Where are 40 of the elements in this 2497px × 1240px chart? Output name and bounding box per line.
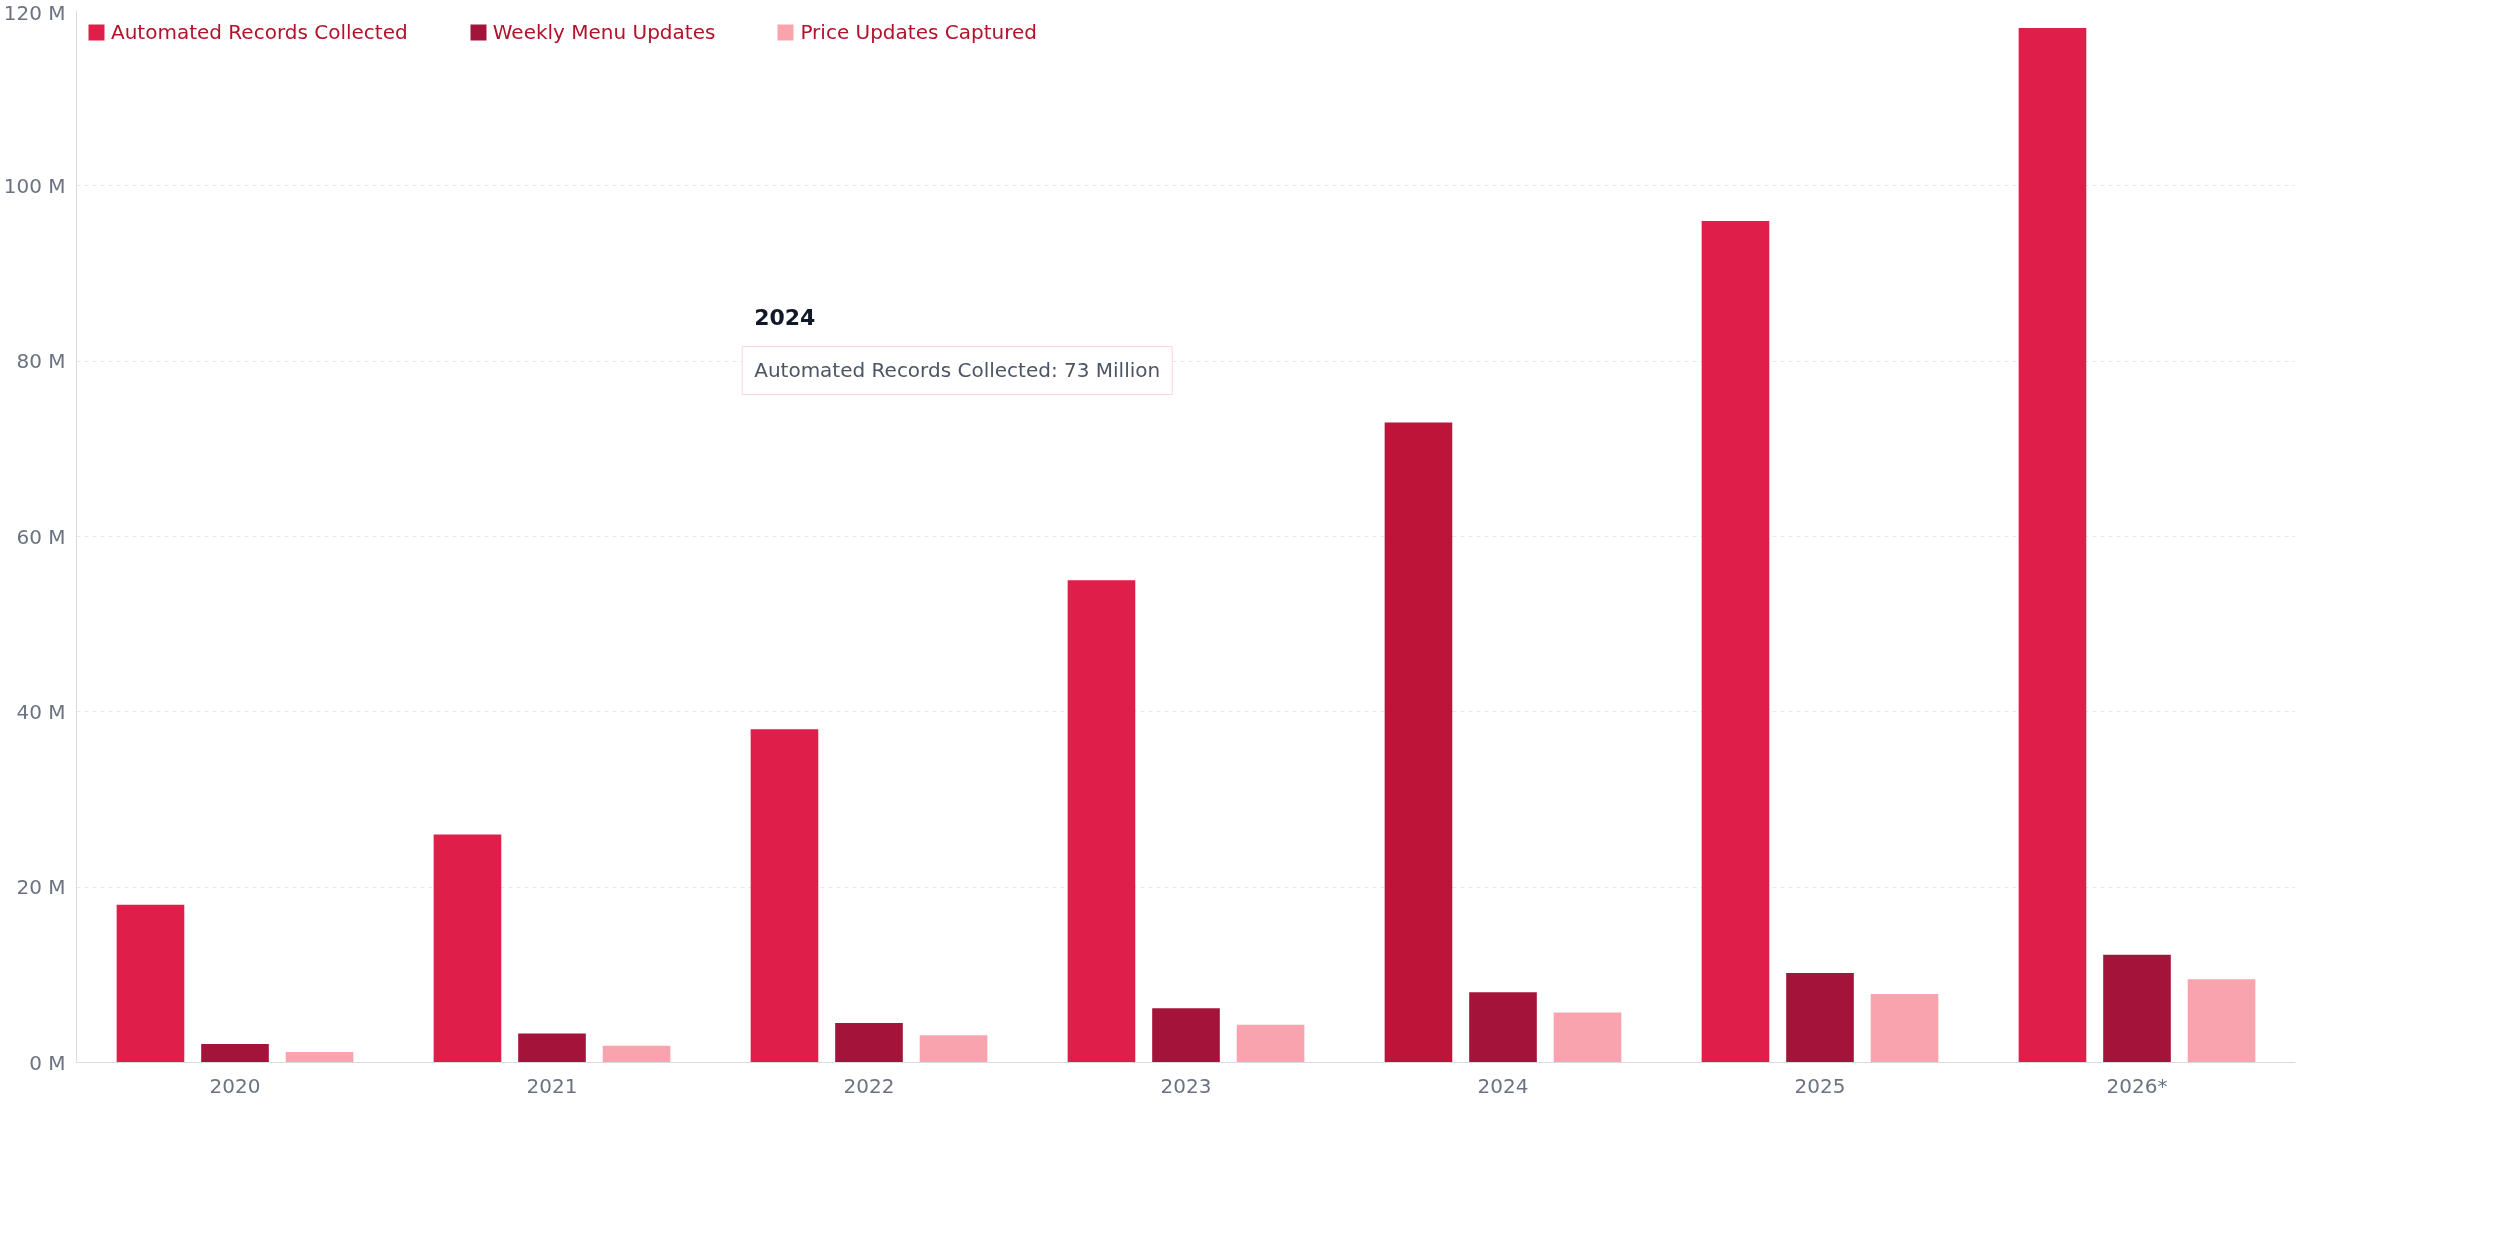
x-tick-label: 2023 xyxy=(1160,1073,1212,1098)
x-tick-label: 2025 xyxy=(1794,1073,1846,1098)
y-tick-label: 0 M xyxy=(29,1050,66,1075)
bar xyxy=(1701,220,1770,1063)
y-tick-label: 100 M xyxy=(3,173,66,198)
bar xyxy=(1786,973,1854,1063)
bar xyxy=(919,1035,988,1063)
bar xyxy=(2187,979,2256,1063)
bar xyxy=(1870,994,1939,1063)
bar xyxy=(518,1033,586,1063)
y-tick-label: 40 M xyxy=(16,699,66,724)
bar xyxy=(1152,1008,1220,1063)
bar xyxy=(433,834,502,1063)
bar xyxy=(1553,1012,1622,1063)
y-tick-label: 20 M xyxy=(16,875,66,900)
bar xyxy=(2018,28,2087,1063)
bar xyxy=(835,1023,903,1063)
legend-label: Price Updates Captured xyxy=(800,20,1037,44)
bar xyxy=(116,904,185,1063)
annotation: Automated Records Collected: 73 Million xyxy=(754,358,1161,383)
bar xyxy=(1384,422,1453,1063)
x-tick-label: 2021 xyxy=(526,1073,578,1098)
bar xyxy=(602,1045,671,1063)
legend-label: Automated Records Collected xyxy=(111,20,408,44)
bar xyxy=(1067,580,1136,1063)
y-tick-label: 60 M xyxy=(16,524,66,549)
bar xyxy=(1469,992,1537,1063)
x-tick-label: 2020 xyxy=(209,1073,261,1098)
x-tick-label: 2024 xyxy=(1477,1073,1529,1098)
bar xyxy=(1236,1024,1305,1063)
x-tick-label: 2022 xyxy=(843,1073,895,1098)
x-tick-label: 2026* xyxy=(2106,1073,2168,1098)
bar xyxy=(750,729,819,1063)
bar xyxy=(285,1051,354,1063)
y-tick-label: 80 M xyxy=(16,349,66,374)
bar xyxy=(201,1044,269,1063)
bar xyxy=(2103,954,2171,1063)
legend-label: Weekly Menu Updates xyxy=(492,20,716,44)
y-tick-label: 120 M xyxy=(3,0,66,25)
annotation: 2024 xyxy=(754,304,816,330)
